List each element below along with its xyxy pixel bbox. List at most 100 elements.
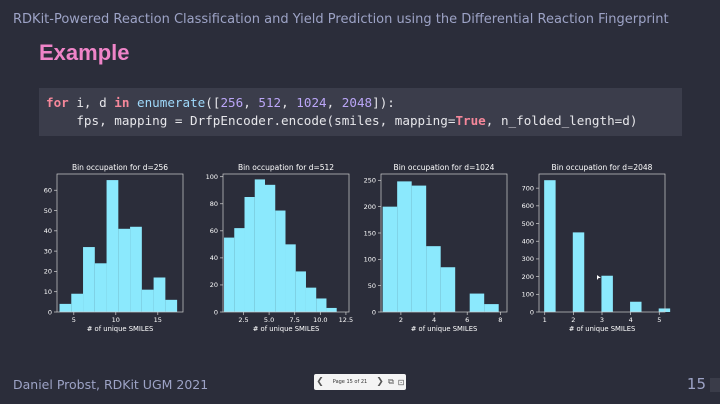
chart-bar — [572, 232, 585, 312]
x-tick-label: 7.5 — [290, 316, 300, 324]
y-tick-label: 10 — [44, 288, 52, 296]
chart-bar — [165, 299, 178, 312]
chart-bar — [426, 246, 441, 312]
chart-bar — [411, 185, 427, 312]
code-text: , — [243, 95, 259, 110]
chart-bar — [141, 289, 154, 312]
x-axis-label: # of unique SMILES — [253, 325, 320, 333]
chart-bar — [106, 180, 119, 312]
chart-bar — [469, 293, 485, 312]
chart-bar — [658, 308, 671, 312]
y-tick-label: 0 — [372, 308, 376, 316]
chart-bar — [83, 247, 95, 312]
chart-bar — [601, 275, 613, 312]
next-page-button[interactable]: ❯ — [376, 377, 384, 387]
slide-title: RDKit-Powered Reaction Classification an… — [13, 12, 669, 27]
code-text: , — [326, 95, 342, 110]
code-keyword: in — [114, 95, 130, 110]
y-tick-label: 40 — [44, 227, 52, 235]
chart-bar — [234, 228, 245, 312]
y-tick-label: 200 — [364, 203, 376, 211]
y-tick-label: 20 — [210, 281, 218, 289]
y-tick-label: 250 — [364, 177, 376, 185]
chart-title: Bin occupation for d=256 — [72, 163, 168, 172]
y-tick-label: 0 — [214, 308, 218, 316]
code-keyword: for — [46, 95, 69, 110]
chart-d256: Bin occupation for d=256 0 10 20 30 40 50 60 5 10… — [44, 163, 184, 333]
chart-title: Bin occupation for d=512 — [238, 163, 334, 172]
chart-d1024: Bin occupation for d=1024 0 50 100 150 200 250… — [364, 163, 508, 333]
y-tick-label: 60 — [44, 187, 52, 195]
present-icon[interactable]: ⊡ — [397, 377, 405, 387]
sidebar-toggle-icon[interactable] — [710, 378, 720, 392]
chart-bar — [397, 181, 412, 312]
x-tick-label: 10.0 — [313, 316, 327, 324]
chart-bar — [285, 244, 296, 312]
y-tick-label: 600 — [522, 202, 534, 210]
x-tick-label: 6 — [465, 316, 469, 324]
chart-bar — [316, 298, 327, 312]
x-tick-label: 8 — [498, 316, 502, 324]
code-block: for i, d in enumerate([256, 512, 1024, 2… — [39, 88, 682, 136]
x-axis-label: # of unique SMILES — [569, 325, 636, 333]
chart-bar — [118, 228, 131, 312]
viewer-nav-bar: ❮ Page 15 of 21 ❯ ⧉ ⊡ — [314, 374, 406, 390]
y-tick-label: 500 — [522, 220, 534, 228]
chart-frame — [380, 173, 508, 313]
y-tick-label: 80 — [210, 200, 218, 208]
code-text: , n_folded_length=d) — [485, 113, 638, 128]
y-tick-label: 0 — [530, 308, 534, 316]
chart-bar — [130, 226, 142, 312]
x-tick-label: 4 — [629, 316, 633, 324]
y-tick-label: 400 — [522, 238, 534, 246]
chart-bar — [544, 180, 556, 312]
x-tick-label: 4 — [432, 316, 436, 324]
y-tick-label: 20 — [44, 268, 52, 276]
prev-page-button[interactable]: ❮ — [316, 377, 324, 387]
code-number: 2048 — [341, 95, 373, 110]
chart-frame — [222, 173, 350, 313]
code-number: 1024 — [296, 95, 327, 110]
fit-icon[interactable]: ⧉ — [388, 377, 394, 386]
y-tick-label: 300 — [522, 255, 534, 263]
x-axis-label: # of unique SMILES — [87, 325, 154, 333]
y-tick-label: 30 — [44, 247, 52, 255]
x-axis-label: # of unique SMILES — [411, 325, 478, 333]
code-text: i, d — [68, 95, 115, 110]
page-number: 15 — [686, 375, 706, 393]
code-text: ]): — [372, 95, 395, 110]
chart-title: Bin occupation for d=1024 — [394, 163, 495, 172]
chart-title: Bin occupation for d=2048 — [552, 163, 653, 172]
y-tick-label: 700 — [522, 184, 534, 192]
chart-bar — [630, 301, 642, 312]
code-text — [129, 95, 137, 110]
y-tick-label: 100 — [206, 173, 218, 181]
code-text: fps, mapping = DrfpEncoder.encode(smiles… — [46, 113, 456, 128]
chart-bar — [295, 271, 306, 312]
x-tick-label: 5 — [657, 316, 661, 324]
code-line-1: for i, d in enumerate([256, 512, 1024, 2… — [46, 94, 682, 112]
footer-author: Daniel Probst, RDKit UGM 2021 — [13, 377, 209, 392]
y-tick-label: 100 — [522, 291, 534, 299]
code-number: 512 — [258, 95, 282, 110]
x-tick-label: 2.5 — [238, 316, 248, 324]
y-tick-label: 40 — [210, 254, 218, 262]
code-text: , — [281, 95, 297, 110]
x-tick-label: 3 — [600, 316, 604, 324]
chart-bar — [224, 237, 235, 312]
chart-d2048: Bin occupation for d=2048 0 100 200 300 400 50… — [522, 163, 671, 333]
y-tick-label: 200 — [522, 273, 534, 281]
x-tick-label: 15 — [154, 316, 162, 324]
x-tick-label: 12.5 — [339, 316, 353, 324]
chart-bar — [305, 287, 317, 312]
chart-bar — [59, 303, 72, 312]
x-tick-label: 5.0 — [264, 316, 274, 324]
chart-bar — [265, 184, 276, 312]
page-indicator[interactable]: Page 15 of 21 — [332, 379, 368, 385]
chart-bar — [71, 293, 84, 312]
chart-bar — [382, 206, 398, 312]
y-tick-label: 50 — [44, 207, 52, 215]
code-number: 256 — [220, 95, 244, 110]
x-tick-label: 10 — [112, 316, 120, 324]
chart-bar — [153, 277, 166, 312]
